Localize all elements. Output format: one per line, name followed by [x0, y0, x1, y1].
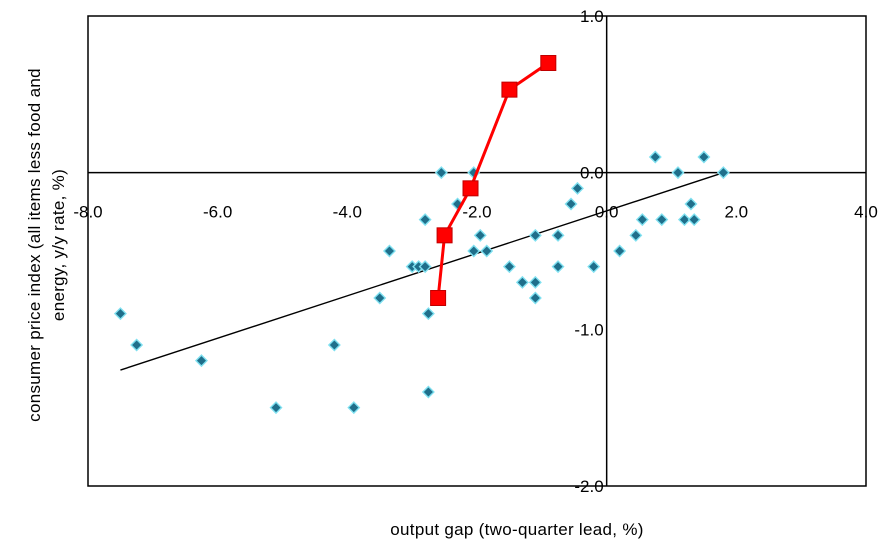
x-axis-title: output gap (two-quarter lead, %)	[390, 520, 643, 539]
highlight-marker	[462, 180, 479, 197]
y-axis-title-line1: consumer price index (all items less foo…	[25, 68, 44, 422]
scatter-point	[613, 244, 627, 258]
highlight-line	[436, 61, 550, 299]
y-tick-label: 0.0	[580, 164, 604, 183]
scatter-point	[269, 401, 283, 415]
x-tick-label: -6.0	[203, 203, 232, 222]
x-tick-label: -4.0	[333, 203, 362, 222]
scatter-point	[434, 166, 448, 180]
scatter-series	[113, 150, 730, 415]
x-tick-label: 2.0	[725, 203, 749, 222]
scatter-point	[551, 260, 565, 274]
scatter-point	[655, 213, 669, 227]
scatter-point	[421, 307, 435, 321]
scatter-point	[528, 228, 542, 242]
scatter-point	[473, 228, 487, 242]
scatter-point	[677, 213, 691, 227]
y-tick-label: 1.0	[580, 7, 604, 26]
scatter-point	[467, 244, 481, 258]
scatter-point	[421, 385, 435, 399]
scatter-point	[130, 338, 144, 352]
plot-frame	[87, 15, 867, 487]
scatter-point	[327, 338, 341, 352]
scatter-point	[629, 228, 643, 242]
scatter-point	[382, 244, 396, 258]
scatter-point	[194, 354, 208, 368]
highlight-series	[430, 55, 557, 306]
scatter-point	[480, 244, 494, 258]
scatter-point	[564, 197, 578, 211]
scatter-point	[373, 291, 387, 305]
x-tick-label: 4.0	[854, 203, 878, 222]
plot-frame-rect	[87, 15, 867, 487]
x-tick-label: 0.0	[595, 203, 619, 222]
scatter-point	[587, 260, 601, 274]
scatter-point	[551, 228, 565, 242]
tick-labels: -8.0 -6.0 -4.0 -2.0 0.0 2.0 4.0 1.0 0.0 -1.0 -2.0	[73, 7, 877, 496]
x-tick-label: -2.0	[462, 203, 491, 222]
x-tick-label: -8.0	[73, 203, 102, 222]
scatter-point	[418, 213, 432, 227]
trendline	[120, 172, 724, 371]
scatter-point	[648, 150, 662, 164]
y-tick-label: -1.0	[574, 320, 603, 339]
scatter-point	[515, 275, 529, 289]
trendline-group	[120, 172, 724, 371]
scatter-point	[716, 166, 730, 180]
scatter-point	[528, 275, 542, 289]
scatter-point	[528, 291, 542, 305]
scatter-point	[684, 197, 698, 211]
y-axis-title-line2: energy, y/y rate, %)	[49, 169, 68, 321]
scatter-point	[347, 401, 361, 415]
scatter-point	[113, 307, 127, 321]
scatter-point	[571, 181, 584, 195]
scatter-point	[697, 150, 711, 164]
highlight-marker	[436, 227, 453, 244]
highlight-marker	[540, 55, 557, 71]
highlight-marker	[501, 81, 518, 98]
highlight-marker	[430, 290, 447, 306]
y-tick-label: -2.0	[574, 477, 603, 496]
scatter-point	[671, 166, 685, 180]
scatter-point	[418, 260, 432, 274]
scatter-point	[502, 260, 516, 274]
scatter-point	[635, 213, 649, 227]
scatter-point	[687, 213, 701, 227]
